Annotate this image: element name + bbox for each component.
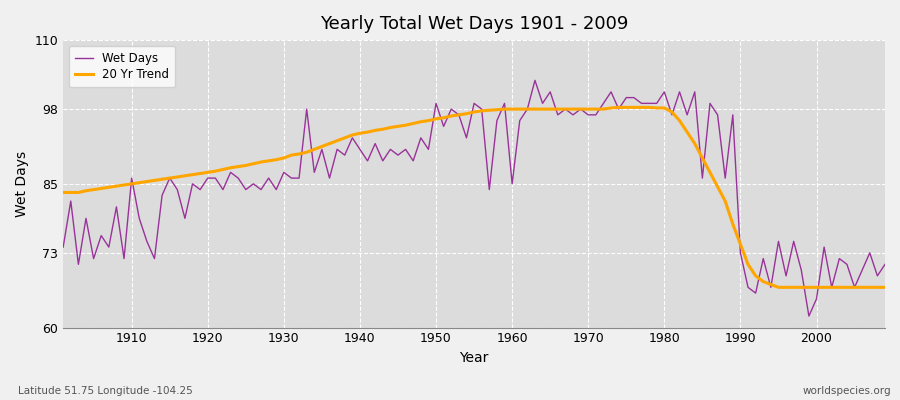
20 Yr Trend bbox=[598, 107, 608, 112]
Line: Wet Days: Wet Days bbox=[63, 80, 885, 316]
20 Yr Trend bbox=[58, 190, 68, 195]
X-axis label: Year: Year bbox=[459, 351, 489, 365]
Wet Days bbox=[507, 182, 517, 186]
Wet Days bbox=[529, 78, 540, 83]
Wet Days bbox=[879, 262, 890, 267]
20 Yr Trend bbox=[507, 107, 517, 112]
20 Yr Trend bbox=[332, 138, 343, 143]
Wet Days bbox=[119, 256, 130, 261]
Line: 20 Yr Trend: 20 Yr Trend bbox=[63, 107, 885, 287]
Title: Yearly Total Wet Days 1901 - 2009: Yearly Total Wet Days 1901 - 2009 bbox=[320, 15, 628, 33]
20 Yr Trend bbox=[773, 285, 784, 290]
Y-axis label: Wet Days: Wet Days bbox=[15, 151, 29, 217]
20 Yr Trend bbox=[500, 107, 510, 112]
Text: Latitude 51.75 Longitude -104.25: Latitude 51.75 Longitude -104.25 bbox=[18, 386, 193, 396]
Wet Days bbox=[606, 90, 616, 94]
Legend: Wet Days, 20 Yr Trend: Wet Days, 20 Yr Trend bbox=[69, 46, 175, 87]
20 Yr Trend bbox=[879, 285, 890, 290]
Wet Days bbox=[804, 314, 814, 318]
Wet Days bbox=[58, 245, 68, 250]
Text: worldspecies.org: worldspecies.org bbox=[803, 386, 891, 396]
Wet Days bbox=[500, 101, 510, 106]
Wet Days bbox=[332, 147, 343, 152]
20 Yr Trend bbox=[286, 153, 297, 158]
Wet Days bbox=[286, 176, 297, 180]
20 Yr Trend bbox=[119, 182, 130, 187]
20 Yr Trend bbox=[613, 105, 624, 110]
